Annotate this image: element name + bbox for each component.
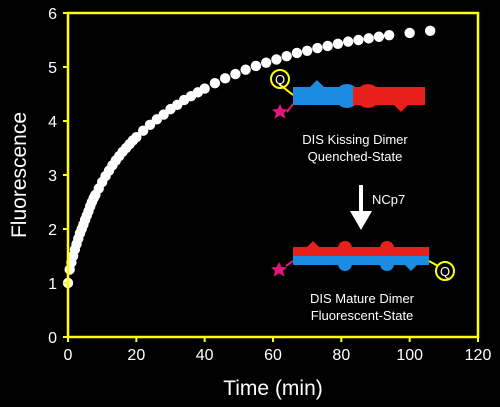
mature-dimer-diagram: Q [271,241,455,281]
fluorophore-star [272,104,288,119]
x-tick-label: 120 [465,347,492,364]
y-axis-title: Fluorescence [8,112,31,238]
blue-bulge-1 [309,80,325,88]
data-point [342,36,354,47]
quencher-linker-mature [428,260,439,267]
x-tick-label: 100 [396,347,423,364]
blue-bulge-mature-1 [404,264,418,271]
arrow-label: NCp7 [372,192,405,207]
blue-loop-mature-2 [380,257,394,271]
y-tick-label: 3 [48,168,57,185]
blue-strand-mature [293,256,429,265]
y-tick-label: 2 [48,222,57,239]
data-point [199,83,210,94]
data-point [322,40,333,52]
fluorophore-linker-mature [285,260,294,267]
data-point [332,38,344,49]
fluorophore-linker [286,103,294,113]
quencher-circle [270,69,290,89]
quencher-linker [278,83,294,96]
kissing-dimer-label-line1: DIS Kissing Dimer [302,132,408,147]
data-point [209,78,221,89]
data-point [219,73,231,84]
red-bulge-mature-1 [306,241,320,248]
data-point [240,64,251,75]
data-point [312,42,323,54]
data-point [404,27,415,39]
mature-dimer-label-line2: Fluorescent-State [311,308,414,323]
fluorophore-star-mature [271,262,287,277]
x-axis-title: Time (min) [223,377,323,400]
x-tick-label: 20 [127,347,145,364]
data-point [271,54,282,65]
data-point [383,29,395,41]
data-point [291,47,303,59]
x-axis-ticks: 0 20 40 60 80 100 120 [64,337,492,364]
quencher-circle-mature [435,261,455,281]
data-point [137,125,149,136]
red-loop [356,84,380,108]
kissing-dimer-diagram: Q [270,69,425,119]
kissing-dimer-label-line2: Quenched-State [308,149,403,164]
data-point [373,31,385,42]
red-bulge-1 [393,104,409,112]
x-tick-label: 80 [332,347,350,364]
data-point [363,33,374,44]
y-tick-label: 0 [48,330,57,347]
x-tick-label: 0 [64,347,73,364]
y-tick-label: 5 [48,60,57,77]
data-point [260,57,272,68]
data-point [250,60,262,72]
data-point [230,68,241,80]
red-loop-mature-1 [338,241,352,255]
y-tick-label: 1 [48,276,57,293]
x-tick-label: 60 [264,347,282,364]
y-tick-label: 4 [48,114,57,131]
quencher-label-mature: Q [440,264,450,279]
transition-arrow [350,185,372,230]
blue-loop-mature-1 [338,257,352,271]
x-tick-label: 40 [196,347,214,364]
y-tick-label: 6 [48,6,57,23]
y-axis-ticks: 0 1 2 3 4 5 6 [48,6,68,347]
mature-dimer-label-line1: DIS Mature Dimer [310,291,415,306]
quencher-label: Q [275,72,285,87]
data-point [131,132,142,143]
arrow-head [350,211,372,230]
data-point [301,45,313,56]
red-loop-mature-2 [380,241,394,255]
data-point [353,34,364,46]
data-point [424,25,436,37]
red-strand-mature [293,247,429,256]
data-point [281,51,292,62]
data-points [62,25,436,289]
